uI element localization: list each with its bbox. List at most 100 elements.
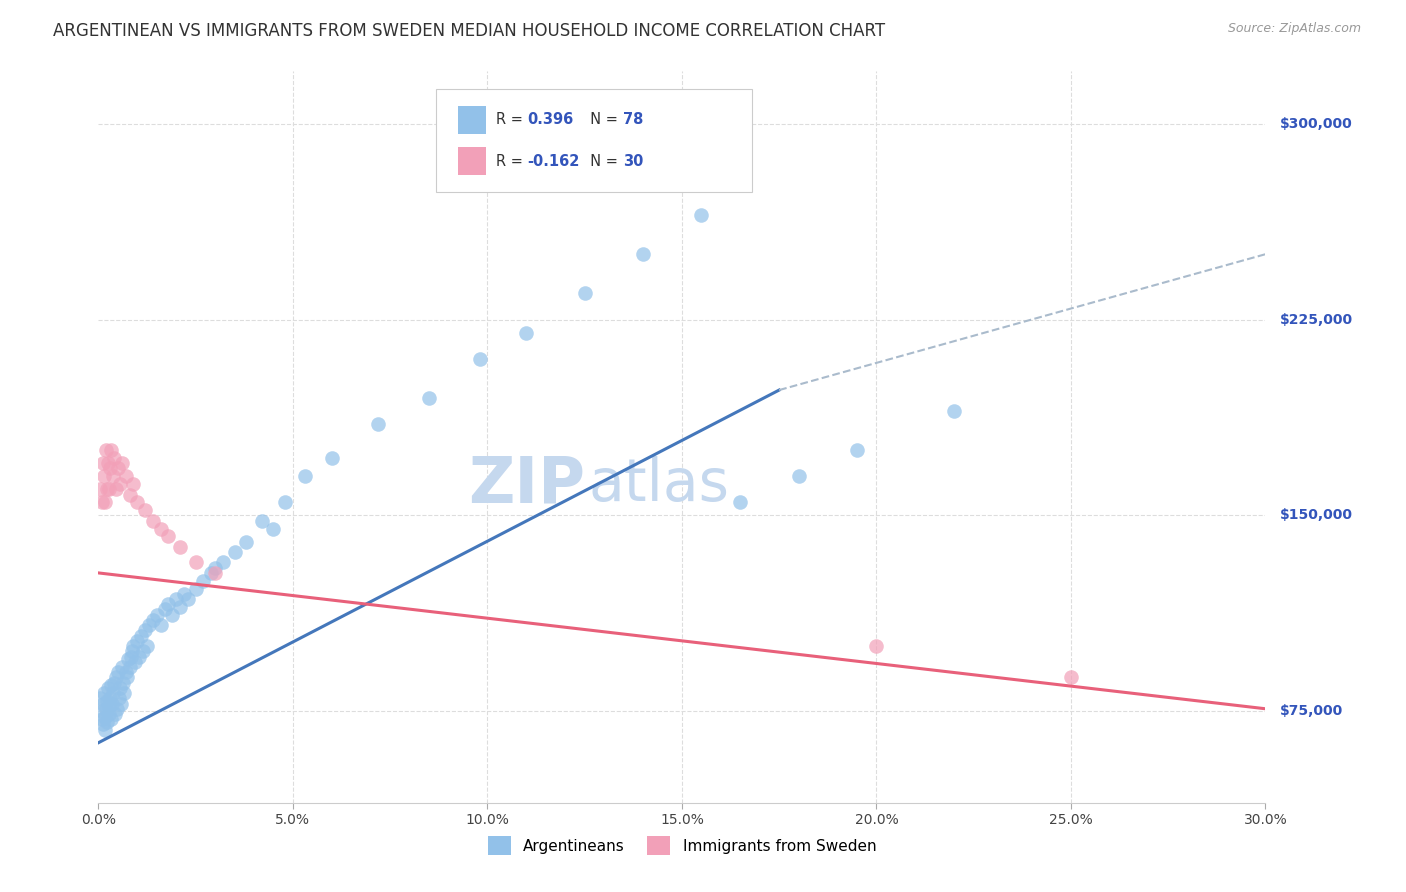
Text: ARGENTINEAN VS IMMIGRANTS FROM SWEDEN MEDIAN HOUSEHOLD INCOME CORRELATION CHART: ARGENTINEAN VS IMMIGRANTS FROM SWEDEN ME…	[53, 22, 886, 40]
Point	[100, 678, 122, 692]
Point	[418, 391, 440, 405]
Point	[97, 706, 120, 721]
Point	[149, 521, 172, 535]
Point	[89, 691, 111, 706]
Point	[132, 644, 155, 658]
Point	[204, 566, 226, 580]
Point	[321, 450, 343, 465]
Point	[127, 633, 149, 648]
Text: N =: N =	[581, 112, 623, 128]
Point	[142, 613, 165, 627]
Point	[943, 404, 966, 418]
Point	[98, 461, 121, 475]
Point	[574, 286, 596, 301]
Point	[134, 624, 156, 638]
Point	[108, 681, 131, 695]
Text: 78: 78	[623, 112, 643, 128]
Point	[91, 456, 114, 470]
Point	[91, 697, 114, 711]
Point	[101, 697, 124, 711]
Point	[97, 681, 120, 695]
Point	[98, 483, 121, 497]
Point	[204, 560, 226, 574]
Point	[136, 639, 159, 653]
Point	[177, 592, 200, 607]
Point	[94, 495, 117, 509]
Point	[98, 699, 121, 714]
Point	[631, 247, 654, 261]
Point	[169, 540, 191, 554]
Point	[104, 483, 127, 497]
Text: $225,000: $225,000	[1279, 312, 1353, 326]
Point	[100, 443, 122, 458]
Point	[235, 534, 257, 549]
Point	[157, 529, 180, 543]
Point	[845, 443, 868, 458]
Point	[165, 592, 187, 607]
Point	[96, 443, 118, 458]
Point	[129, 629, 152, 643]
Point	[117, 652, 139, 666]
Point	[93, 686, 115, 700]
Point	[153, 602, 176, 616]
Text: N =: N =	[581, 153, 623, 169]
Point	[121, 644, 143, 658]
Point	[120, 649, 142, 664]
Point	[96, 694, 118, 708]
Point	[1060, 670, 1083, 684]
Text: Source: ZipAtlas.com: Source: ZipAtlas.com	[1227, 22, 1361, 36]
Point	[93, 723, 115, 737]
Point	[212, 556, 235, 570]
Point	[112, 686, 135, 700]
Point	[224, 545, 246, 559]
Point	[118, 660, 141, 674]
Point	[101, 469, 124, 483]
Point	[367, 417, 389, 431]
Text: $150,000: $150,000	[1279, 508, 1353, 523]
Point	[91, 712, 114, 726]
Point	[134, 503, 156, 517]
Point	[105, 702, 128, 716]
Point	[515, 326, 537, 340]
Point	[89, 483, 111, 497]
Text: atlas: atlas	[589, 456, 730, 513]
Text: -0.162: -0.162	[527, 153, 579, 169]
Point	[184, 582, 207, 596]
Point	[173, 587, 195, 601]
Point	[149, 618, 172, 632]
Point	[128, 649, 150, 664]
Point	[104, 706, 127, 721]
Text: ZIP: ZIP	[468, 453, 585, 515]
Point	[200, 566, 222, 580]
Point	[865, 639, 887, 653]
Point	[127, 495, 149, 509]
Point	[93, 717, 115, 731]
Point	[122, 477, 145, 491]
Point	[114, 469, 136, 483]
Point	[94, 709, 117, 723]
Point	[138, 618, 160, 632]
Point	[262, 521, 284, 535]
Point	[169, 599, 191, 614]
Point	[93, 469, 115, 483]
Point	[104, 670, 127, 684]
Point	[193, 574, 215, 588]
Point	[118, 487, 141, 501]
Point	[111, 675, 134, 690]
Point	[91, 495, 114, 509]
Point	[124, 655, 146, 669]
Point	[157, 597, 180, 611]
Text: $300,000: $300,000	[1279, 117, 1353, 130]
Point	[787, 469, 810, 483]
Point	[142, 514, 165, 528]
Point	[100, 712, 122, 726]
Point	[107, 665, 129, 680]
Point	[101, 686, 124, 700]
Point	[184, 556, 207, 570]
Text: 30: 30	[623, 153, 643, 169]
Point	[146, 607, 169, 622]
Text: 0.396: 0.396	[527, 112, 574, 128]
Point	[96, 483, 118, 497]
Point	[107, 461, 129, 475]
Point	[111, 660, 134, 674]
